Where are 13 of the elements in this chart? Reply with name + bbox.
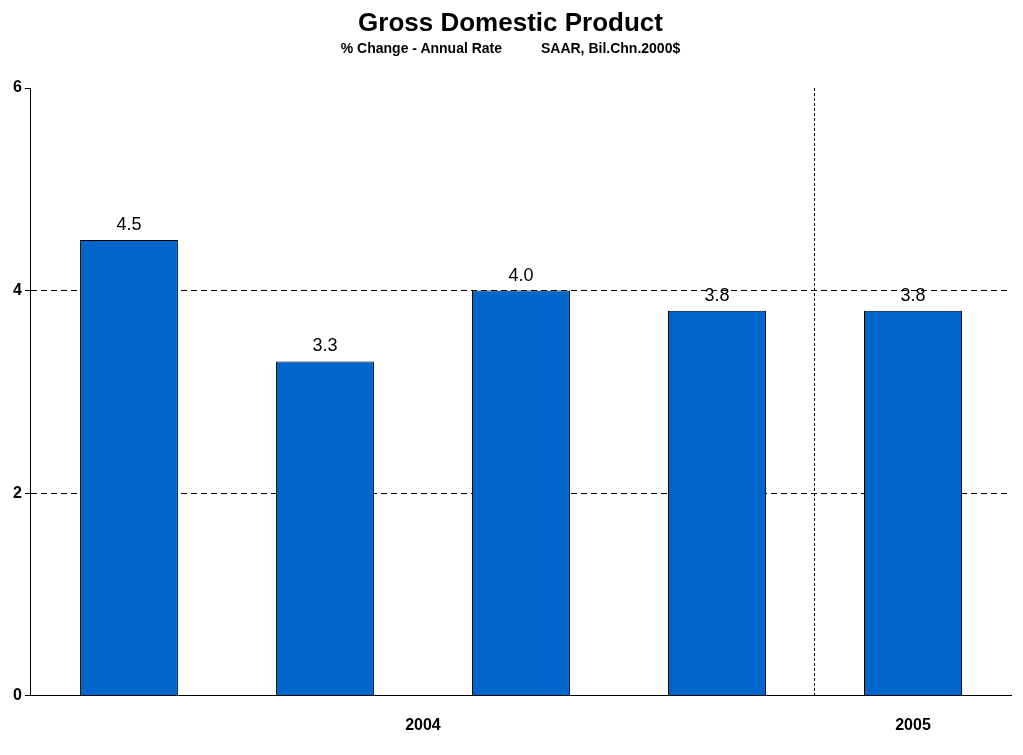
data-label: 4.5: [116, 213, 142, 234]
data-label: 3.8: [900, 284, 926, 305]
y-tick-label: 2: [12, 483, 22, 501]
x-tick-label: 2005: [895, 715, 931, 733]
text: 2004: [405, 716, 441, 734]
y-tick-label: 6: [12, 78, 22, 96]
y-tick-label: 0: [12, 686, 22, 704]
chart-subtitle: % Change - Annual Rate SAAR, Bil.Chn.2000$: [340, 40, 681, 57]
data-label: 3.3: [312, 335, 338, 356]
data-label: 4.0: [508, 264, 534, 285]
data-label: 3.8: [704, 284, 730, 305]
chart-title: Gross Domestic Product: [358, 6, 664, 37]
y-tick-label: 4: [12, 281, 22, 299]
